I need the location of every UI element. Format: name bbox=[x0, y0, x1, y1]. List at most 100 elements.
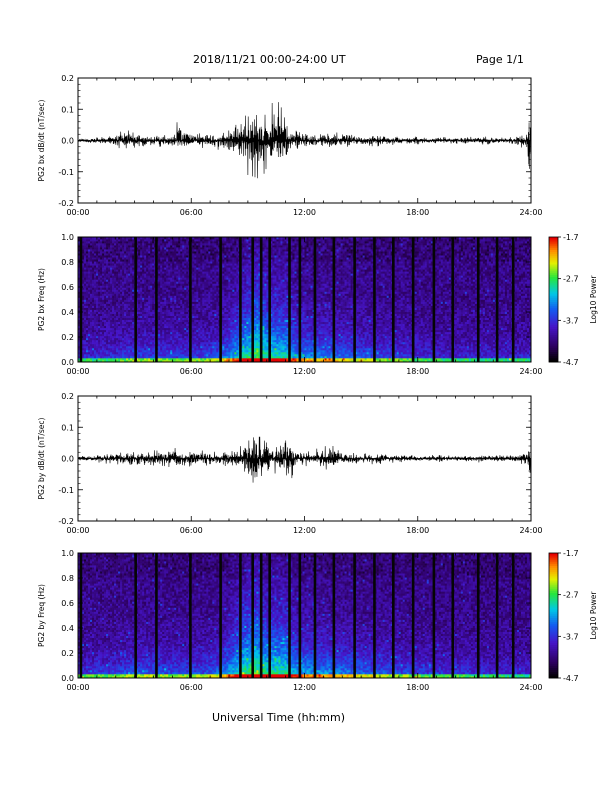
spectrogram-cell bbox=[168, 302, 170, 304]
spectrogram-cell bbox=[152, 346, 154, 348]
spectrogram-cell bbox=[226, 253, 228, 255]
spectrogram-cell bbox=[166, 342, 168, 344]
spectrogram-cell bbox=[110, 259, 112, 261]
spectrogram-cell bbox=[186, 358, 188, 360]
spectrogram-cell bbox=[164, 289, 166, 291]
spectrogram-cell bbox=[180, 358, 182, 360]
spectrogram-cell bbox=[90, 348, 92, 350]
spectrogram-cell bbox=[140, 322, 142, 324]
spectrogram-cell bbox=[176, 269, 178, 271]
spectrogram-cell bbox=[160, 358, 162, 360]
spectrogram-cell bbox=[198, 259, 200, 261]
spectrogram-cell bbox=[192, 302, 194, 304]
spectrogram-cell bbox=[110, 249, 112, 251]
spectrogram-cell bbox=[94, 253, 96, 255]
spectrogram-cell bbox=[148, 243, 150, 245]
spectrogram-cell bbox=[102, 302, 104, 304]
spectrogram-cell bbox=[130, 243, 132, 245]
spectrogram-cell bbox=[184, 285, 186, 287]
spectrogram-cell bbox=[138, 247, 140, 249]
spectrogram-cell bbox=[130, 253, 132, 255]
spectrogram-cell bbox=[148, 283, 150, 285]
spectrogram-cell bbox=[118, 312, 120, 314]
spectrogram-cell bbox=[196, 295, 198, 297]
spectrogram-cell bbox=[88, 346, 90, 348]
spectrogram-cell bbox=[150, 239, 152, 241]
spectrogram-cell bbox=[120, 279, 122, 281]
spectrogram-cell bbox=[132, 289, 134, 291]
spectrogram-cell bbox=[110, 289, 112, 291]
spectrogram-cell bbox=[196, 243, 198, 245]
spectrogram-cell bbox=[164, 322, 166, 324]
spectrogram-cell bbox=[128, 265, 130, 267]
spectrogram-cell bbox=[106, 265, 108, 267]
spectrogram-cell bbox=[122, 328, 124, 330]
spectrogram-cell bbox=[184, 249, 186, 251]
spectrogram-cell bbox=[202, 326, 204, 328]
spectrogram-cell bbox=[140, 354, 142, 356]
spectrogram-cell bbox=[178, 326, 180, 328]
spectrogram-cell bbox=[128, 318, 130, 320]
spectrogram-cell bbox=[114, 300, 116, 302]
spectrogram-cell bbox=[214, 300, 216, 302]
spectrogram-cell bbox=[128, 316, 130, 318]
spectrogram-cell bbox=[158, 322, 160, 324]
spectrogram-cell bbox=[94, 332, 96, 334]
spectrogram-cell bbox=[148, 352, 150, 354]
spectrogram-cell bbox=[92, 295, 94, 297]
spectrogram-cell bbox=[126, 239, 128, 241]
spectrogram-cell bbox=[222, 354, 224, 356]
spectrogram-cell bbox=[210, 358, 212, 360]
spectrogram-cell bbox=[214, 336, 216, 338]
spectrogram-cell bbox=[204, 263, 206, 265]
spectrogram-cell bbox=[174, 275, 176, 277]
spectrogram-cell bbox=[128, 328, 130, 330]
spectrogram-cell bbox=[98, 259, 100, 261]
spectrogram-cell bbox=[208, 285, 210, 287]
spectrogram-cell bbox=[232, 302, 234, 304]
spectrogram-cell bbox=[92, 336, 94, 338]
spectrogram-cell bbox=[204, 275, 206, 277]
spectrogram-cell bbox=[230, 247, 232, 249]
spectrogram-cell bbox=[150, 255, 152, 257]
spectrogram-cell bbox=[206, 312, 208, 314]
spectrogram-cell bbox=[122, 310, 124, 312]
spectrogram-cell bbox=[88, 300, 90, 302]
spectrogram-cell bbox=[194, 265, 196, 267]
spectrogram-cell bbox=[128, 295, 130, 297]
spectrogram-cell bbox=[164, 300, 166, 302]
spectrogram-cell bbox=[90, 332, 92, 334]
spectrogram-cell bbox=[168, 289, 170, 291]
spectrogram-cell bbox=[120, 310, 122, 312]
spectrogram-cell bbox=[82, 342, 84, 344]
spectrogram-cell bbox=[200, 249, 202, 251]
spectrogram-cell bbox=[228, 310, 230, 312]
spectrogram-cell bbox=[212, 263, 214, 265]
spectrogram-cell bbox=[232, 279, 234, 281]
spectrogram-cell bbox=[222, 316, 224, 318]
spectrogram-cell bbox=[170, 289, 172, 291]
spectrogram-cell bbox=[168, 247, 170, 249]
spectrogram-cell bbox=[226, 318, 228, 320]
spectrogram-cell bbox=[182, 302, 184, 304]
spectrogram-cell bbox=[228, 275, 230, 277]
spectrogram-cell bbox=[192, 289, 194, 291]
spectrogram-cell bbox=[230, 302, 232, 304]
spectrogram-cell bbox=[138, 291, 140, 293]
spectrogram-cell bbox=[148, 273, 150, 275]
spectrogram-cell bbox=[196, 263, 198, 265]
spectrogram-cell bbox=[160, 283, 162, 285]
spectrogram-cell bbox=[104, 354, 106, 356]
spectrogram-cell bbox=[148, 291, 150, 293]
spectrogram-cell bbox=[126, 348, 128, 350]
spectrogram-cell bbox=[128, 346, 130, 348]
spectrogram-cell bbox=[228, 253, 230, 255]
spectrogram-cell bbox=[184, 332, 186, 334]
spectrogram-cell bbox=[148, 348, 150, 350]
spectrogram-cell bbox=[108, 253, 110, 255]
spectrogram-cell bbox=[202, 291, 204, 293]
spectrogram-cell bbox=[182, 332, 184, 334]
spectrogram-cell bbox=[182, 312, 184, 314]
spectrogram-cell bbox=[96, 275, 98, 277]
spectrogram-cell bbox=[196, 332, 198, 334]
